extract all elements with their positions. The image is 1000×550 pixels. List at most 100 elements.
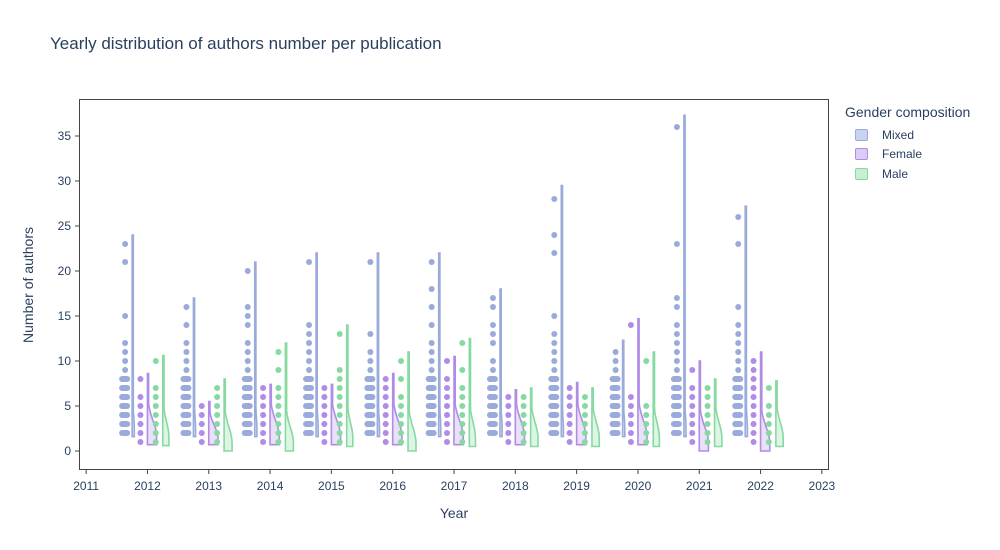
point-male-2019 [581,421,588,427]
y-tick-label: 25 [58,219,72,233]
point-female-2019 [566,403,573,409]
legend-item-female[interactable]: Female [855,145,970,165]
point-male-2017 [459,421,466,427]
point-male-2013 [214,394,221,400]
point-mixed-2017 [425,385,437,391]
point-mixed-2021 [673,331,680,337]
point-female-2013 [198,430,205,436]
point-mixed-2020 [609,376,621,382]
point-mixed-2016 [364,421,376,427]
point-female-2016 [382,403,389,409]
legend-item-mixed[interactable]: Mixed [855,125,970,145]
point-mixed-2014 [241,430,253,436]
point-male-2022 [765,385,772,391]
point-mixed-2013 [180,430,192,436]
point-female-2017 [444,394,450,400]
point-mixed-2022 [732,430,744,436]
point-mixed-2016 [364,394,376,400]
point-mixed-2015 [306,331,313,337]
legend-label-female: Female [882,147,923,162]
point-mixed-2012 [122,313,129,319]
point-mixed-2022 [732,421,744,427]
point-mixed-2022 [732,385,744,391]
point-mixed-2017 [425,403,437,409]
point-mixed-2020 [609,403,621,409]
point-mixed-2013 [183,340,190,346]
point-mixed-2021 [673,241,680,247]
point-mixed-2021 [670,403,682,409]
point-mixed-2018 [489,304,496,310]
point-male-2015 [336,331,343,337]
legend-label-male: Male [882,166,909,181]
point-mixed-2018 [489,358,496,364]
point-mixed-2019 [548,403,560,409]
point-male-2015 [336,403,343,409]
point-mixed-2019 [548,376,560,382]
point-male-2014 [275,403,282,409]
point-mixed-2019 [551,358,558,364]
point-female-2020 [627,412,634,418]
point-male-2017 [459,340,466,346]
point-male-2012 [152,421,159,427]
point-mixed-2021 [673,367,680,373]
point-mixed-2018 [489,340,496,346]
x-tick-label: 2020 [625,479,652,493]
point-mixed-2013 [183,349,190,355]
point-mixed-2014 [244,358,251,364]
point-mixed-2015 [306,259,313,265]
point-female-2020 [627,439,634,445]
point-female-2019 [566,385,573,391]
x-tick-label: 2019 [563,479,590,493]
point-mixed-2017 [428,322,435,328]
point-male-2018 [520,394,527,400]
point-male-2021 [704,394,711,400]
point-mixed-2012 [122,349,129,355]
point-male-2012 [152,403,159,409]
legend-swatch-male [855,167,868,180]
point-male-2012 [152,358,159,364]
point-female-2019 [566,412,573,418]
point-mixed-2016 [364,403,376,409]
point-male-2014 [275,349,282,355]
point-female-2017 [444,430,450,436]
point-female-2012 [137,412,144,418]
point-female-2014 [260,439,267,445]
point-female-2020 [627,430,634,436]
point-female-2012 [137,430,144,436]
point-male-2019 [581,430,588,436]
point-male-2016 [398,394,405,400]
point-mixed-2018 [489,295,496,301]
point-female-2022 [750,367,757,373]
point-mixed-2021 [670,412,682,418]
point-mixed-2012 [119,421,131,427]
y-tick-label: 35 [58,129,72,143]
point-male-2018 [520,403,527,409]
point-female-2020 [627,403,634,409]
point-male-2014 [275,412,282,418]
point-male-2016 [398,358,405,364]
point-mixed-2018 [486,394,498,400]
legend-label-mixed: Mixed [882,127,915,142]
point-mixed-2019 [551,340,558,346]
point-mixed-2018 [486,403,498,409]
point-mixed-2014 [241,376,253,382]
legend-item-male[interactable]: Male [855,164,970,184]
point-female-2022 [750,421,757,427]
point-female-2015 [321,412,328,418]
point-mixed-2015 [303,385,315,391]
point-mixed-2022 [735,331,742,337]
point-mixed-2019 [551,232,558,238]
point-mixed-2018 [486,376,498,382]
point-mixed-2017 [425,421,437,427]
point-mixed-2015 [303,394,315,400]
legend-swatch-female [855,148,868,161]
point-male-2013 [214,403,221,409]
point-mixed-2015 [303,403,315,409]
point-male-2015 [336,439,343,445]
point-mixed-2021 [670,394,682,400]
point-mixed-2015 [303,421,315,427]
violin-mixed-2015 [315,252,319,438]
point-mixed-2019 [548,430,560,436]
point-female-2018 [505,412,512,418]
violin-mixed-2017 [437,252,442,438]
